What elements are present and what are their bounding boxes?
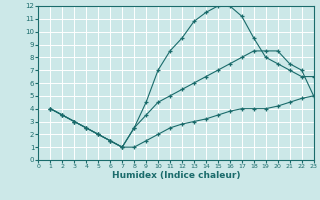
X-axis label: Humidex (Indice chaleur): Humidex (Indice chaleur) <box>112 171 240 180</box>
